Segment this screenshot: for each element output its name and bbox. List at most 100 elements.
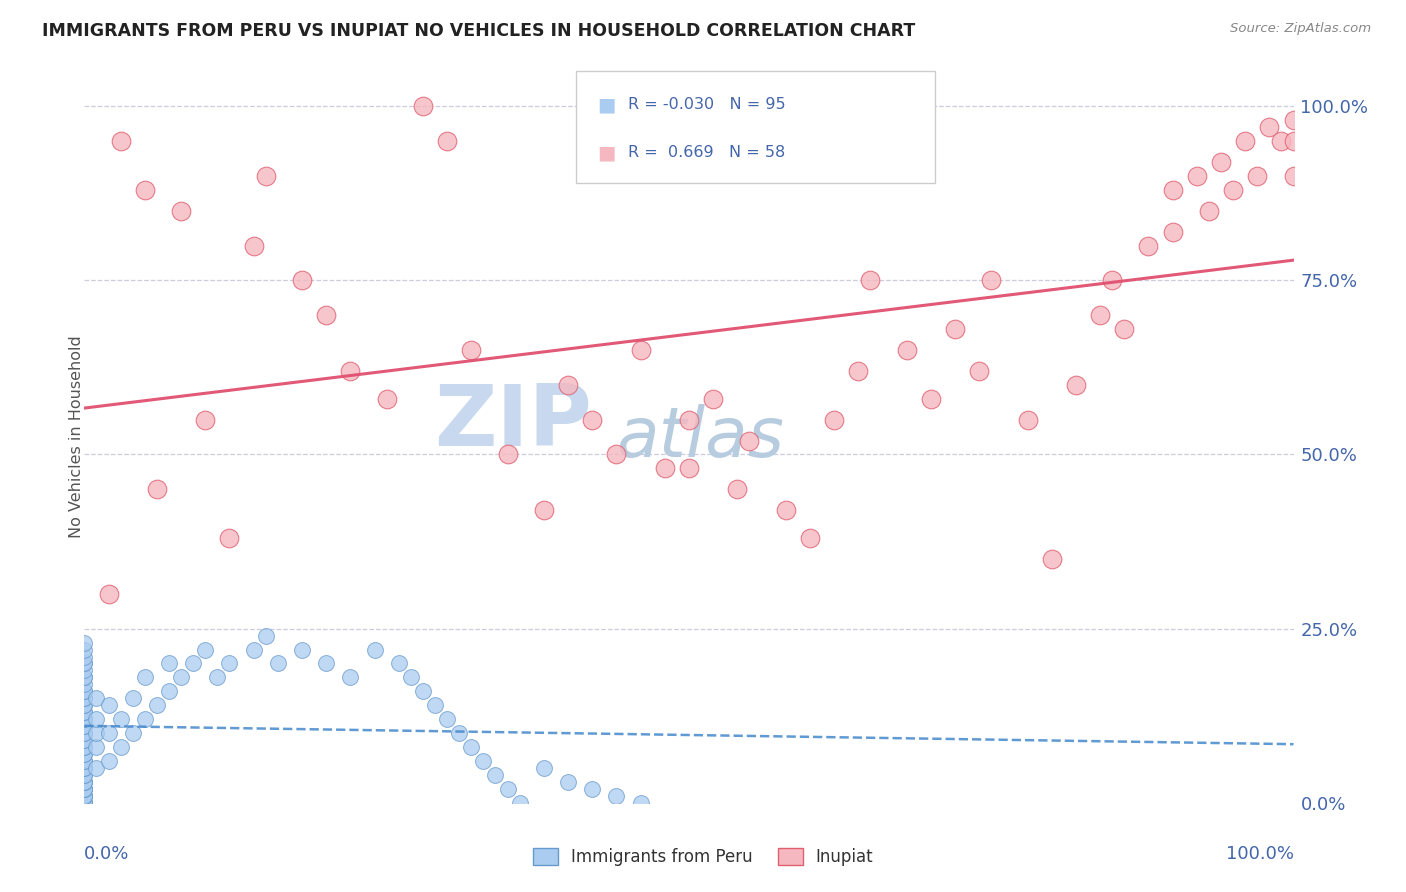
Point — [73, 733, 96, 747]
Point — [678, 412, 700, 426]
Point — [496, 781, 519, 796]
Point — [702, 392, 724, 406]
Point — [73, 768, 96, 782]
Point — [121, 726, 143, 740]
Text: ZIP: ZIP — [434, 381, 592, 464]
Point — [472, 754, 495, 768]
Point — [1222, 183, 1244, 197]
Point — [73, 775, 96, 789]
Point — [73, 657, 96, 671]
Point — [73, 719, 96, 733]
Point — [1137, 238, 1160, 252]
Point — [73, 670, 96, 684]
Point — [967, 364, 990, 378]
Point — [823, 412, 845, 426]
Point — [73, 642, 96, 657]
Point — [73, 761, 96, 775]
Point — [73, 789, 96, 803]
Point — [73, 796, 96, 810]
Point — [73, 775, 96, 789]
Point — [242, 238, 264, 252]
Point — [194, 642, 217, 657]
Point — [73, 747, 96, 761]
Text: 100.0%: 100.0% — [1226, 845, 1294, 863]
Point — [73, 740, 96, 755]
Point — [1270, 134, 1292, 148]
Point — [97, 587, 120, 601]
Point — [1185, 169, 1208, 183]
Point — [557, 775, 579, 789]
Point — [73, 747, 96, 761]
Point — [1209, 155, 1232, 169]
Point — [630, 796, 652, 810]
Point — [1161, 183, 1184, 197]
Point — [73, 719, 96, 733]
Point — [449, 726, 471, 740]
Point — [254, 169, 277, 183]
Point — [943, 322, 966, 336]
Text: 0.0%: 0.0% — [84, 845, 129, 863]
Point — [194, 412, 217, 426]
Point — [86, 712, 108, 726]
Point — [799, 531, 821, 545]
Point — [1161, 225, 1184, 239]
Point — [73, 768, 96, 782]
Point — [267, 657, 290, 671]
Text: ■: ■ — [598, 144, 616, 162]
Point — [533, 761, 555, 775]
Point — [73, 775, 96, 789]
Point — [73, 740, 96, 755]
Point — [557, 377, 579, 392]
Point — [1282, 169, 1305, 183]
Point — [581, 781, 603, 796]
Point — [73, 691, 96, 706]
Point — [170, 670, 193, 684]
Point — [725, 483, 748, 497]
Text: R = -0.030   N = 95: R = -0.030 N = 95 — [628, 97, 786, 112]
Point — [1088, 308, 1111, 322]
Point — [157, 657, 180, 671]
Point — [73, 698, 96, 713]
Point — [496, 448, 519, 462]
Point — [73, 691, 96, 706]
Point — [1282, 113, 1305, 128]
Point — [86, 726, 108, 740]
Point — [605, 448, 627, 462]
Point — [146, 698, 169, 713]
Point — [436, 134, 458, 148]
Point — [207, 670, 229, 684]
Point — [73, 684, 96, 698]
Point — [315, 308, 337, 322]
Point — [509, 796, 531, 810]
Point — [291, 642, 314, 657]
Point — [291, 273, 314, 287]
Point — [181, 657, 204, 671]
Point — [73, 781, 96, 796]
Point — [920, 392, 942, 406]
Point — [859, 273, 882, 287]
Point — [375, 392, 398, 406]
Point — [484, 768, 506, 782]
Point — [73, 754, 96, 768]
Point — [73, 781, 96, 796]
Point — [533, 503, 555, 517]
Point — [73, 657, 96, 671]
Point — [654, 461, 676, 475]
Point — [157, 684, 180, 698]
Point — [97, 698, 120, 713]
Point — [73, 733, 96, 747]
Point — [73, 726, 96, 740]
Point — [678, 461, 700, 475]
Point — [73, 712, 96, 726]
Point — [1064, 377, 1087, 392]
Point — [775, 503, 797, 517]
Point — [630, 343, 652, 357]
Point — [73, 664, 96, 678]
Point — [436, 712, 458, 726]
Point — [73, 649, 96, 664]
Point — [460, 343, 482, 357]
Point — [73, 635, 96, 649]
Point — [170, 203, 193, 218]
Point — [423, 698, 446, 713]
Point — [896, 343, 918, 357]
